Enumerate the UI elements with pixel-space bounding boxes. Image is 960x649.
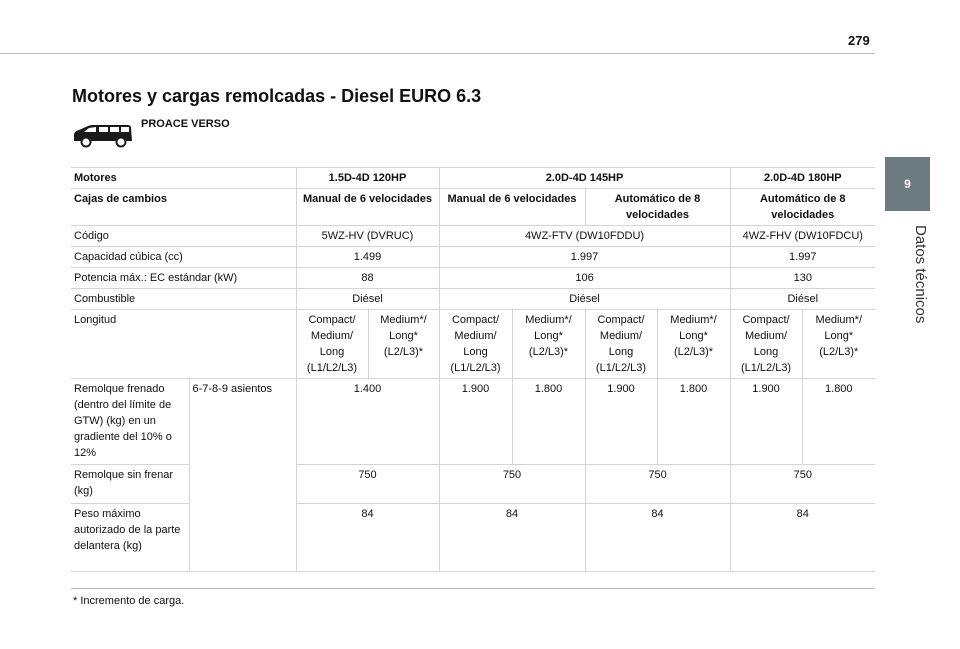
fuel-cell: Diésel	[295, 288, 440, 310]
fuel-cell: Diésel	[729, 288, 876, 310]
code-cell: 4WZ-FTV (DW10FDDU)	[438, 225, 731, 247]
braked-cell: 1.800	[511, 378, 586, 465]
table-row: Longitud Compact/ Medium/ Long (L1/L2/L3…	[71, 309, 876, 379]
braked-cell: 1.800	[801, 378, 876, 465]
braked-trailer-label: Remolque frenado (dentro del límite de G…	[71, 378, 190, 465]
unbraked-trailer-label: Remolque sin frenar (kg)	[71, 464, 190, 504]
unbraked-cell: 750	[438, 464, 586, 504]
table-row: Potencia máx.: EC estándar (kW) 88 106 1…	[71, 267, 876, 289]
unbraked-cell: 750	[729, 464, 876, 504]
capacity-cell: 1.499	[295, 246, 440, 268]
capacity-cell: 1.997	[729, 246, 876, 268]
code-label: Código	[71, 225, 297, 247]
code-cell: 5WZ-HV (DVRUC)	[295, 225, 440, 247]
power-cell: 88	[295, 267, 440, 289]
engine-header: 2.0D-4D 180HP	[729, 167, 876, 189]
table-row: Cajas de cambios Manual de 6 velocidades…	[71, 188, 876, 226]
top-divider	[0, 53, 875, 54]
table-row: Remolque frenado (dentro del límite de G…	[71, 378, 876, 572]
table-row: Motores 1.5D-4D 120HP 2.0D-4D 145HP 2.0D…	[71, 167, 876, 189]
page-title: Motores y cargas remolcadas - Diesel EUR…	[72, 86, 482, 106]
capacity-label: Capacidad cúbica (cc)	[71, 246, 297, 268]
vehicle-name: PROACE VERSO	[141, 118, 230, 130]
footnote-divider	[71, 588, 875, 589]
length-label: Longitud	[71, 309, 297, 379]
gearbox-cell: Manual de 6 velocidades	[438, 188, 586, 226]
code-cell: 4WZ-FHV (DW10FDCU)	[729, 225, 876, 247]
gearbox-label: Cajas de cambios	[71, 188, 297, 226]
engines-label: Motores	[71, 167, 297, 189]
table-row: Código 5WZ-HV (DVRUC) 4WZ-FTV (DW10FDDU)…	[71, 225, 876, 247]
section-tab[interactable]: 9	[885, 157, 930, 211]
braked-cell: 1.900	[584, 378, 658, 465]
capacity-cell: 1.997	[438, 246, 731, 268]
braked-cell: 1.400	[295, 378, 440, 465]
braked-cell: 1.800	[656, 378, 731, 465]
van-icon	[74, 125, 132, 148]
length-cell: Compact/ Medium/ Long (L1/L2/L3)	[295, 309, 369, 379]
footnote: * Incremento de carga.	[73, 595, 185, 607]
section-label: Datos técnicos	[912, 224, 929, 324]
page-number: 279	[848, 33, 870, 48]
table-row: Peso máximo autorizado de la parte delan…	[71, 503, 876, 572]
nose-weight-cell: 84	[584, 503, 731, 572]
specs-table: Motores 1.5D-4D 120HP 2.0D-4D 145HP 2.0D…	[71, 167, 876, 572]
nose-weight-cell: 84	[438, 503, 586, 572]
length-cell: Compact/ Medium/ Long (L1/L2/L3)	[438, 309, 513, 379]
length-cell: Medium*/ Long* (L2/L3)*	[656, 309, 731, 379]
length-cell: Medium*/ Long* (L2/L3)*	[511, 309, 586, 379]
gearbox-cell: Automático de 8 velocidades	[729, 188, 876, 226]
nose-weight-cell: 84	[729, 503, 876, 572]
gearbox-cell: Automático de 8 velocidades	[584, 188, 731, 226]
nose-weight-cell: 84	[295, 503, 440, 572]
length-cell: Medium*/ Long* (L2/L3)*	[801, 309, 876, 379]
unbraked-cell: 750	[295, 464, 440, 504]
table-row: Combustible Diésel Diésel Diésel	[71, 288, 876, 310]
gearbox-cell: Manual de 6 velocidades	[295, 188, 440, 226]
table-row: Remolque sin frenar (kg) 750 750 750 750	[71, 464, 876, 504]
power-cell: 130	[729, 267, 876, 289]
length-cell: Compact/ Medium/ Long (L1/L2/L3)	[729, 309, 803, 379]
fuel-label: Combustible	[71, 288, 297, 310]
braked-cell: 1.900	[729, 378, 803, 465]
section-number: 9	[904, 177, 911, 191]
power-label: Potencia máx.: EC estándar (kW)	[71, 267, 297, 289]
braked-cell: 1.900	[438, 378, 513, 465]
length-cell: Compact/ Medium/ Long (L1/L2/L3)	[584, 309, 658, 379]
engine-header: 1.5D-4D 120HP	[295, 167, 440, 189]
fuel-cell: Diésel	[438, 288, 731, 310]
length-cell: Medium*/ Long* (L2/L3)*	[367, 309, 440, 379]
seats-label: 6-7-8-9 asientos	[188, 378, 297, 572]
unbraked-cell: 750	[584, 464, 731, 504]
nose-weight-label: Peso máximo autorizado de la parte delan…	[71, 503, 190, 572]
table-row: Capacidad cúbica (cc) 1.499 1.997 1.997	[71, 246, 876, 268]
engine-header: 2.0D-4D 145HP	[438, 167, 731, 189]
power-cell: 106	[438, 267, 731, 289]
